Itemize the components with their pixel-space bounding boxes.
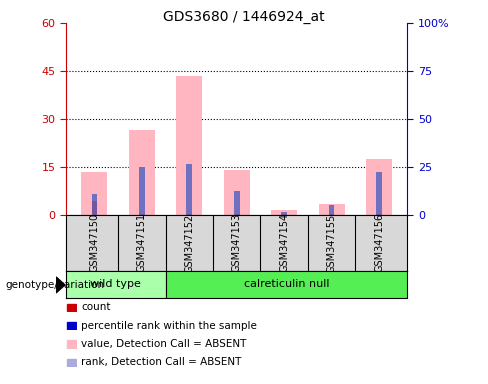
Bar [234, 191, 240, 215]
Text: rank, Detection Call = ABSENT: rank, Detection Call = ABSENT [81, 358, 242, 367]
Text: calreticulin null: calreticulin null [244, 279, 329, 289]
Bar [139, 167, 144, 215]
Bar [281, 212, 287, 215]
Text: GSM347150: GSM347150 [89, 214, 100, 272]
Bar [67, 303, 76, 311]
Bar [234, 191, 240, 215]
Bar [376, 172, 382, 215]
Bar [366, 159, 392, 215]
Bar [67, 322, 76, 329]
Text: percentile rank within the sample: percentile rank within the sample [81, 321, 257, 331]
Bar [329, 214, 334, 215]
Bar [67, 340, 76, 348]
Bar [186, 214, 192, 215]
Bar [81, 172, 107, 215]
Bar [271, 210, 297, 215]
Text: wild type: wild type [90, 279, 141, 289]
Bar [234, 214, 240, 215]
Bar [129, 130, 155, 215]
Text: GSM347155: GSM347155 [326, 213, 337, 273]
Bar [329, 205, 334, 215]
Bar [67, 359, 76, 366]
Bar [281, 214, 287, 215]
Bar [319, 204, 345, 215]
Bar [139, 167, 144, 215]
Polygon shape [56, 277, 65, 293]
Text: GSM347153: GSM347153 [232, 214, 242, 272]
Bar [176, 76, 203, 215]
Bar [92, 200, 97, 215]
Text: GSM347152: GSM347152 [184, 213, 194, 273]
Bar [224, 170, 250, 215]
Text: genotype/variation: genotype/variation [5, 280, 104, 290]
Bar [329, 205, 334, 215]
Text: count: count [81, 302, 111, 312]
Bar [186, 164, 192, 215]
Bar [139, 214, 144, 215]
Text: value, Detection Call = ABSENT: value, Detection Call = ABSENT [81, 339, 247, 349]
Text: GDS3680 / 1446924_at: GDS3680 / 1446924_at [163, 10, 325, 23]
Bar [376, 214, 382, 215]
Bar [92, 194, 97, 215]
Text: GSM347156: GSM347156 [374, 214, 384, 272]
Text: GSM347151: GSM347151 [137, 214, 147, 272]
Text: GSM347154: GSM347154 [279, 214, 289, 272]
Bar [186, 164, 192, 215]
Bar [92, 194, 97, 215]
Bar [376, 172, 382, 215]
Bar [281, 212, 287, 215]
